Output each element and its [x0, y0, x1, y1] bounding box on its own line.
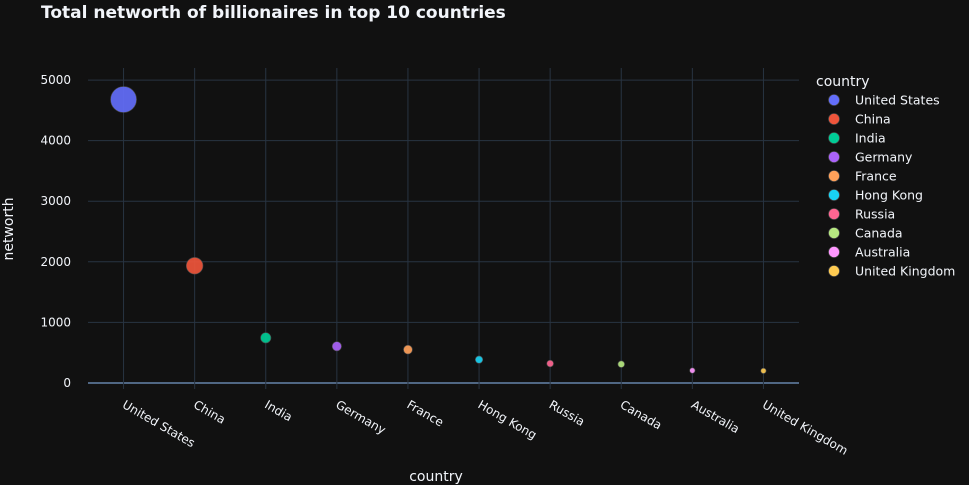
legend-label: Germany: [855, 150, 913, 165]
legend-marker: [828, 265, 840, 277]
legend-items[interactable]: United States China India Germany France Hong…: [828, 93, 956, 279]
y-tick-label: 1000: [40, 315, 71, 329]
legend-marker: [828, 189, 840, 201]
legend-marker: [828, 246, 840, 258]
data-point[interactable]: Hong Kong: 385: [475, 355, 484, 364]
data-points: United States: 4680 China: 1935 India: 745…: [110, 86, 767, 374]
data-point[interactable]: United Kingdom: 200: [760, 367, 767, 374]
legend-label: United Kingdom: [855, 264, 955, 279]
data-point[interactable]: Russia: 320: [546, 359, 554, 368]
data-point[interactable]: China: 1935: [185, 257, 204, 275]
legend-marker: [828, 113, 840, 125]
x-tick-label: United Kingdom: [760, 397, 850, 457]
legend-title: country: [816, 74, 870, 90]
x-tick-label: Australia: [689, 397, 742, 436]
data-point[interactable]: United States: 4680: [110, 86, 137, 113]
x-tick-label: Russia: [547, 397, 587, 428]
y-tick-label: 5000: [40, 73, 71, 87]
legend-label: Hong Kong: [855, 188, 923, 203]
legend-item[interactable]: Australia: [828, 245, 911, 260]
x-tick-label: France: [404, 397, 446, 429]
legend-marker: [828, 151, 840, 163]
legend-item[interactable]: United Kingdom: [828, 264, 956, 279]
x-tick-label: India: [262, 397, 295, 424]
x-axis-title: country: [409, 469, 463, 485]
data-point[interactable]: Canada: 310: [617, 360, 625, 368]
data-point[interactable]: France: 550: [403, 344, 413, 355]
legend-marker: [828, 94, 840, 106]
legend-marker: [828, 208, 840, 220]
legend-label: Australia: [855, 245, 910, 260]
legend-label: United States: [855, 93, 940, 108]
x-tick-label: Canada: [618, 397, 665, 432]
legend-item[interactable]: Hong Kong: [828, 188, 923, 203]
legend-item[interactable]: France: [828, 169, 897, 184]
legend-label: India: [855, 131, 886, 146]
gridlines: [88, 68, 799, 389]
legend-item[interactable]: India: [828, 131, 886, 146]
y-tick-label: 0: [63, 376, 71, 390]
legend-item[interactable]: China: [828, 112, 891, 127]
x-tick-label: Hong Kong: [476, 397, 540, 442]
y-tick-label: 3000: [40, 194, 71, 208]
legend-label: Russia: [855, 207, 895, 222]
legend-item[interactable]: Germany: [828, 150, 914, 165]
legend-item[interactable]: United States: [828, 93, 940, 108]
legend-marker: [828, 132, 840, 144]
legend-item[interactable]: Canada: [828, 226, 903, 241]
legend-label: France: [855, 169, 897, 184]
x-tick-label: United States: [120, 397, 197, 450]
data-point[interactable]: Australia: 205: [689, 367, 696, 374]
legend-item[interactable]: Russia: [828, 207, 896, 222]
legend-label: China: [855, 112, 891, 127]
x-tick-label: Germany: [333, 397, 388, 437]
data-point[interactable]: India: 745: [260, 332, 272, 344]
y-tick-label: 2000: [40, 255, 71, 269]
legend[interactable]: country United States China India Germany Fr…: [816, 74, 955, 279]
y-axis-title: networth: [1, 197, 17, 260]
data-point[interactable]: Germany: 605: [331, 341, 342, 352]
x-tick-label: China: [191, 397, 228, 426]
legend-label: Canada: [855, 226, 903, 241]
legend-marker: [828, 227, 840, 239]
y-tick-label: 4000: [40, 134, 71, 148]
chart-title: Total networth of billionaires in top 10…: [41, 3, 506, 23]
y-axis-ticks: 0 1000 2000 3000 4000 5000: [40, 73, 71, 390]
legend-marker: [828, 170, 840, 182]
